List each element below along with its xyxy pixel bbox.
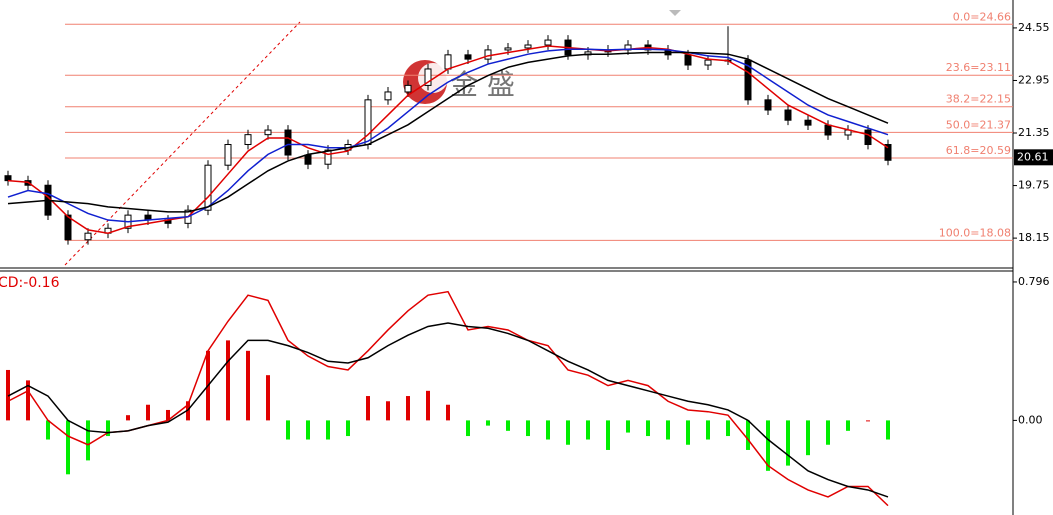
histogram-bar [226, 340, 230, 421]
watermark: 金 盛 [450, 68, 515, 101]
histogram-bar [346, 420, 350, 437]
histogram-bar [886, 420, 890, 440]
candle-body [704, 59, 712, 66]
indicator-line [7, 45, 889, 234]
histogram-bar [666, 420, 670, 440]
histogram-bar [686, 420, 690, 445]
histogram-bar [386, 401, 390, 421]
histogram-bar [806, 420, 810, 456]
histogram-bar [426, 390, 430, 421]
y-tick-label: 22.95 [1018, 73, 1050, 86]
indicator-line [7, 322, 889, 498]
candle-body [304, 154, 312, 165]
histogram-bar [606, 420, 610, 450]
fib-label: 61.8=20.59 [946, 144, 1011, 157]
histogram-bar [626, 420, 630, 433]
histogram-bar [46, 420, 50, 440]
histogram-bar [106, 420, 110, 437]
y-tick-label: 0.00 [1018, 413, 1043, 426]
fib-label: 23.6=23.11 [946, 61, 1011, 74]
histogram-bar [566, 420, 570, 445]
histogram-bar [126, 415, 130, 421]
histogram-bar [486, 420, 490, 426]
histogram-bar [846, 420, 850, 431]
candle-body [224, 144, 232, 166]
candle-body [464, 54, 472, 60]
candle-body [524, 44, 532, 49]
candle-body [324, 149, 332, 165]
histogram-bar [866, 420, 870, 422]
histogram-bar [726, 420, 730, 437]
histogram-bar [306, 420, 310, 440]
histogram-bar [66, 420, 70, 475]
price-tag-label: 20.61 [1017, 150, 1049, 163]
histogram-bar [766, 420, 770, 471]
histogram-bar [246, 350, 250, 421]
y-tick-label: 19.75 [1018, 179, 1050, 192]
histogram-bar [466, 420, 470, 437]
histogram-bar [366, 396, 370, 421]
candle-body [384, 91, 392, 101]
candle-body [64, 214, 72, 241]
price-tag [1014, 149, 1053, 166]
candle-body [204, 164, 212, 211]
histogram-bar [706, 420, 710, 440]
candle-body [484, 49, 492, 60]
marker [669, 10, 681, 16]
candle-body [444, 54, 452, 70]
histogram-bar [526, 420, 530, 437]
histogram-bar [446, 404, 450, 421]
candle-body [504, 47, 512, 51]
histogram-bar [166, 409, 170, 421]
histogram-bar [146, 404, 150, 421]
candle-body [884, 144, 892, 161]
histogram-bar [746, 420, 750, 450]
fib-label: 38.2=22.15 [946, 93, 1011, 106]
candle-body [864, 129, 872, 146]
histogram-bar [6, 369, 10, 421]
candle-body [824, 124, 832, 136]
y-tick-label: 0.796 [1018, 275, 1050, 288]
histogram-bar [586, 420, 590, 440]
histogram-bar [646, 420, 650, 437]
indicator-title: CD:-0.16 [0, 275, 60, 291]
y-tick-label: 18.15 [1018, 231, 1050, 244]
candle-body [424, 68, 432, 86]
histogram-bar [826, 420, 830, 445]
histogram-bar [506, 420, 510, 431]
candle-body [284, 129, 292, 156]
histogram-bar [86, 420, 90, 461]
candle-body [84, 232, 92, 241]
candle-body [684, 54, 692, 66]
histogram-bar [286, 420, 290, 440]
indicator-line [7, 48, 889, 223]
histogram-bar [546, 420, 550, 440]
candle-body [364, 99, 372, 146]
histogram-bar [266, 375, 270, 421]
trend-line [64, 21, 301, 266]
candle-body [244, 134, 252, 146]
histogram-bar [326, 420, 330, 440]
histogram-bar [406, 396, 410, 421]
candle-body [784, 109, 792, 121]
fib-label: 100.0=18.08 [939, 226, 1011, 239]
candle-body [404, 84, 412, 93]
candle-body [804, 119, 812, 126]
histogram-bar [26, 380, 30, 421]
fib-label: 0.0=24.66 [953, 10, 1011, 23]
fib-label: 50.0=21.37 [946, 118, 1011, 131]
candle-body [764, 99, 772, 111]
y-tick-label: 21.35 [1018, 126, 1050, 139]
candle-body [264, 129, 272, 136]
candle-body [544, 39, 552, 46]
indicator-line [7, 51, 889, 213]
candle-body [4, 175, 12, 182]
histogram-bar [786, 420, 790, 466]
y-tick-label: 24.55 [1018, 21, 1050, 34]
candle-body [744, 59, 752, 101]
